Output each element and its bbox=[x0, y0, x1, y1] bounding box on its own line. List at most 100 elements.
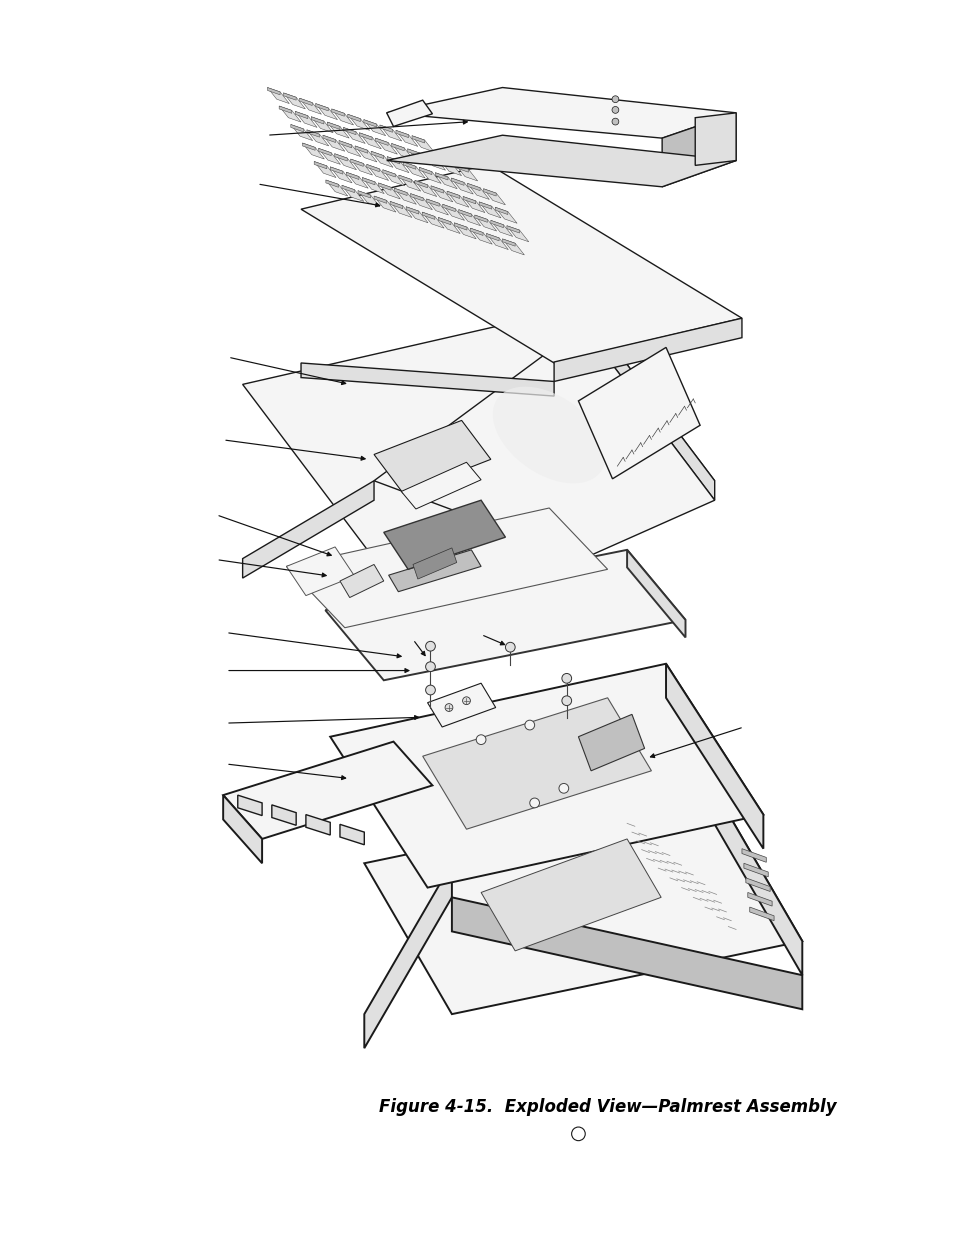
Polygon shape bbox=[242, 306, 714, 558]
Polygon shape bbox=[388, 550, 480, 592]
Polygon shape bbox=[391, 143, 404, 151]
Polygon shape bbox=[343, 127, 355, 135]
Polygon shape bbox=[419, 167, 440, 183]
Polygon shape bbox=[286, 547, 355, 595]
Polygon shape bbox=[386, 100, 432, 126]
Circle shape bbox=[558, 783, 568, 793]
Polygon shape bbox=[395, 131, 408, 137]
Polygon shape bbox=[502, 238, 524, 254]
Polygon shape bbox=[452, 898, 801, 1009]
Polygon shape bbox=[237, 795, 262, 815]
Polygon shape bbox=[323, 135, 344, 151]
Polygon shape bbox=[335, 153, 356, 169]
Polygon shape bbox=[470, 228, 482, 236]
Polygon shape bbox=[302, 143, 324, 159]
Polygon shape bbox=[403, 162, 416, 169]
Polygon shape bbox=[475, 215, 497, 231]
Polygon shape bbox=[743, 863, 767, 877]
Polygon shape bbox=[467, 183, 489, 200]
Polygon shape bbox=[330, 663, 762, 888]
Polygon shape bbox=[327, 122, 349, 138]
Polygon shape bbox=[431, 185, 453, 201]
Polygon shape bbox=[458, 210, 480, 226]
Polygon shape bbox=[311, 117, 333, 133]
Polygon shape bbox=[437, 217, 451, 225]
Polygon shape bbox=[301, 164, 741, 363]
Polygon shape bbox=[326, 180, 338, 188]
Polygon shape bbox=[483, 189, 496, 196]
Polygon shape bbox=[458, 210, 471, 217]
Polygon shape bbox=[390, 201, 402, 209]
Polygon shape bbox=[410, 194, 432, 210]
Polygon shape bbox=[391, 143, 413, 159]
Polygon shape bbox=[423, 154, 445, 170]
Polygon shape bbox=[490, 220, 512, 236]
Polygon shape bbox=[435, 173, 456, 189]
Polygon shape bbox=[335, 153, 347, 161]
Circle shape bbox=[462, 697, 470, 705]
Polygon shape bbox=[341, 185, 363, 201]
Circle shape bbox=[425, 641, 435, 651]
Polygon shape bbox=[346, 172, 368, 188]
Polygon shape bbox=[470, 228, 492, 245]
Polygon shape bbox=[267, 88, 280, 95]
Polygon shape bbox=[283, 93, 305, 109]
Polygon shape bbox=[407, 149, 429, 165]
Polygon shape bbox=[439, 159, 452, 167]
Polygon shape bbox=[338, 141, 360, 157]
Polygon shape bbox=[439, 159, 461, 175]
Polygon shape bbox=[362, 178, 384, 194]
Polygon shape bbox=[415, 180, 436, 196]
Polygon shape bbox=[314, 162, 335, 178]
Polygon shape bbox=[626, 550, 685, 637]
Polygon shape bbox=[348, 115, 369, 131]
Polygon shape bbox=[330, 167, 352, 183]
Polygon shape bbox=[279, 106, 292, 114]
Polygon shape bbox=[410, 194, 423, 201]
Polygon shape bbox=[506, 226, 528, 242]
Polygon shape bbox=[741, 848, 765, 862]
Polygon shape bbox=[451, 178, 463, 185]
Polygon shape bbox=[415, 180, 427, 188]
Polygon shape bbox=[422, 212, 444, 228]
Polygon shape bbox=[490, 220, 503, 227]
Polygon shape bbox=[749, 906, 773, 920]
Polygon shape bbox=[437, 217, 459, 233]
Polygon shape bbox=[311, 117, 324, 124]
Polygon shape bbox=[374, 196, 386, 204]
Polygon shape bbox=[478, 201, 492, 209]
Polygon shape bbox=[294, 111, 308, 119]
Polygon shape bbox=[478, 201, 500, 217]
Polygon shape bbox=[330, 167, 342, 174]
Polygon shape bbox=[554, 319, 741, 382]
Polygon shape bbox=[412, 136, 424, 143]
Polygon shape bbox=[454, 222, 467, 230]
Polygon shape bbox=[495, 207, 517, 224]
Polygon shape bbox=[338, 141, 352, 148]
Polygon shape bbox=[398, 175, 411, 183]
Polygon shape bbox=[375, 138, 397, 154]
Polygon shape bbox=[502, 238, 515, 246]
Polygon shape bbox=[339, 824, 364, 845]
Polygon shape bbox=[279, 106, 301, 122]
Polygon shape bbox=[318, 148, 340, 164]
Polygon shape bbox=[366, 164, 379, 172]
Polygon shape bbox=[378, 183, 391, 190]
Circle shape bbox=[612, 96, 618, 103]
Polygon shape bbox=[394, 188, 407, 195]
Polygon shape bbox=[456, 165, 477, 182]
Circle shape bbox=[425, 685, 435, 695]
Circle shape bbox=[612, 106, 618, 114]
Polygon shape bbox=[431, 185, 443, 193]
Polygon shape bbox=[363, 120, 385, 136]
Polygon shape bbox=[506, 226, 519, 233]
Polygon shape bbox=[714, 790, 801, 976]
Text: Figure 4-15.  Exploded View—Palmrest Assembly: Figure 4-15. Exploded View—Palmrest Asse… bbox=[378, 1098, 836, 1115]
Polygon shape bbox=[363, 120, 376, 127]
Polygon shape bbox=[427, 683, 496, 727]
Circle shape bbox=[505, 642, 515, 652]
Circle shape bbox=[476, 735, 485, 745]
Circle shape bbox=[561, 673, 571, 683]
Polygon shape bbox=[467, 183, 479, 190]
Polygon shape bbox=[419, 167, 432, 174]
